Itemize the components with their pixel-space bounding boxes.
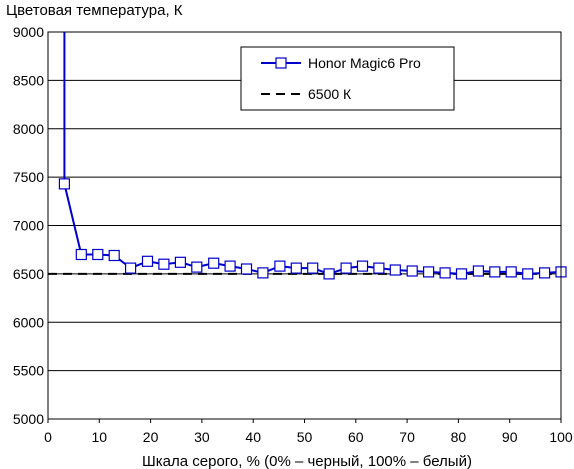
data-point-honor: [340, 262, 352, 274]
data-point-honor: [356, 260, 369, 272]
data-point-honor: [240, 263, 253, 275]
x-tick-30: 30: [194, 429, 210, 445]
data-point-honor: [307, 262, 319, 274]
data-point-honor: [389, 264, 401, 276]
x-tick-50: 50: [297, 429, 313, 445]
y-tick-7500: 7500: [13, 169, 44, 185]
legend: Honor Magic6 Pro 6500 К: [240, 46, 455, 111]
x-tick-60: 60: [348, 429, 364, 445]
data-point-honor: [58, 178, 71, 190]
data-point-honor: [158, 258, 170, 270]
x-tick-100: 100: [549, 429, 573, 445]
data-point-honor: [439, 267, 451, 279]
data-point-honor: [208, 257, 220, 269]
data-point-honor: [290, 262, 302, 274]
data-point-honor: [538, 267, 551, 279]
x-tick-90: 90: [502, 429, 518, 445]
x-axis-label: Шкала серого, % (0% – черный, 100% – бел…: [142, 453, 472, 469]
x-tick-80: 80: [451, 429, 467, 445]
x-tick-70: 70: [399, 429, 415, 445]
x-tick-labels: 0 10 20 30 40 50 60 70 80 90 100: [44, 419, 573, 445]
data-point-honor: [455, 268, 468, 280]
legend-marker-honor: [275, 57, 287, 69]
data-point-honor: [124, 262, 137, 274]
x-tick-10: 10: [92, 429, 108, 445]
data-point-honor: [406, 265, 418, 277]
data-point-honor: [174, 256, 186, 268]
data-point-honor: [472, 265, 484, 277]
y-tick-5000: 5000: [13, 411, 44, 427]
data-point-honor: [92, 248, 104, 261]
data-point-honor: [191, 261, 203, 273]
series-markers-honor: [58, 178, 567, 280]
data-point-honor: [224, 260, 236, 272]
data-point-honor: [505, 266, 517, 278]
x-tick-0: 0: [44, 429, 52, 445]
legend-label-honor: Honor Magic6 Pro: [308, 55, 421, 71]
data-point-honor: [373, 262, 385, 274]
series-path-honor: [63, 183, 562, 275]
y-tick-8000: 8000: [13, 121, 44, 137]
y-tick-5500: 5500: [13, 363, 44, 379]
y-axis-label: Цветовая температура, К: [6, 2, 183, 19]
x-tick-40: 40: [245, 429, 261, 445]
data-point-honor: [522, 268, 534, 280]
data-point-honor: [257, 267, 269, 279]
y-tick-6500: 6500: [13, 266, 44, 282]
y-tick-6000: 6000: [13, 314, 44, 330]
data-point-honor: [141, 255, 154, 267]
y-tick-9000: 9000: [13, 24, 44, 40]
data-point-honor: [323, 268, 335, 280]
legend-label-6500: 6500 К: [308, 86, 352, 102]
plot-frame: [47, 31, 562, 420]
y-tick-labels: 5000 5500 6000 6500 7000 7500 8000 8500 9000: [13, 24, 44, 427]
data-point-honor: [274, 260, 286, 272]
data-point-honor: [75, 248, 87, 261]
data-point-honor: [489, 266, 501, 278]
data-point-honor: [108, 249, 120, 262]
y-tick-8500: 8500: [13, 72, 44, 88]
x-tick-20: 20: [143, 429, 159, 445]
y-tick-7000: 7000: [13, 218, 44, 234]
data-point-honor: [423, 266, 435, 278]
